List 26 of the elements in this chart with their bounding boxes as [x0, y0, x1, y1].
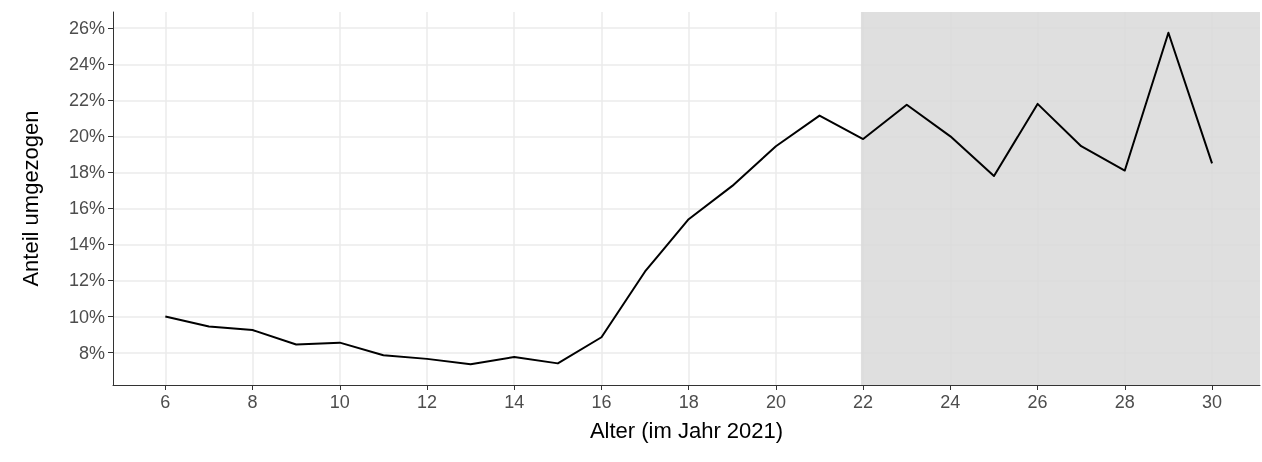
x-tick-label: 28	[1114, 392, 1135, 412]
y-tick-label: 12%	[68, 270, 105, 291]
x-tick-label: 10	[329, 392, 350, 412]
x-tick-label: 14	[504, 392, 525, 412]
y-tick-label: 18%	[68, 162, 105, 183]
x-tick-label: 30	[1202, 392, 1223, 412]
x-tick-label: 20	[765, 392, 786, 412]
y-tick-label: 24%	[68, 54, 105, 75]
y-tick-label: 20%	[68, 126, 105, 147]
x-tick-label: 16	[591, 392, 612, 412]
x-tick-label: 26	[1027, 392, 1048, 412]
y-tick-label: 22%	[68, 90, 105, 111]
line-series	[164, 31, 1214, 366]
x-tick-label: 12	[416, 392, 438, 412]
y-tick-label: 8%	[78, 342, 105, 363]
x-tick-label: 24	[940, 392, 961, 412]
y-tick-label: 16%	[68, 198, 105, 219]
y-tick-label: 26%	[68, 18, 105, 39]
y-tick-label: 14%	[68, 234, 105, 255]
x-tick-label: 18	[678, 392, 699, 412]
x-tick-label: 22	[853, 392, 874, 412]
y-axis-title: Anteil umgezogen	[17, 110, 43, 287]
x-tick-label: 6	[160, 392, 171, 412]
y-tick-label: 10%	[68, 306, 105, 327]
x-axis-title: Alter (im Jahr 2021)	[589, 417, 784, 443]
x-tick-label: 8	[247, 392, 258, 412]
